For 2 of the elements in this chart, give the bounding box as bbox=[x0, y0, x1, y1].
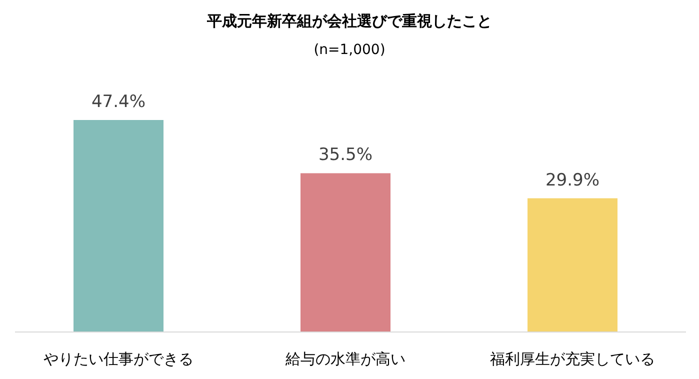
subtitle: (n=1,000) bbox=[314, 42, 386, 58]
title: 平成元年新卒組が会社選びで重視したこと bbox=[207, 12, 492, 30]
